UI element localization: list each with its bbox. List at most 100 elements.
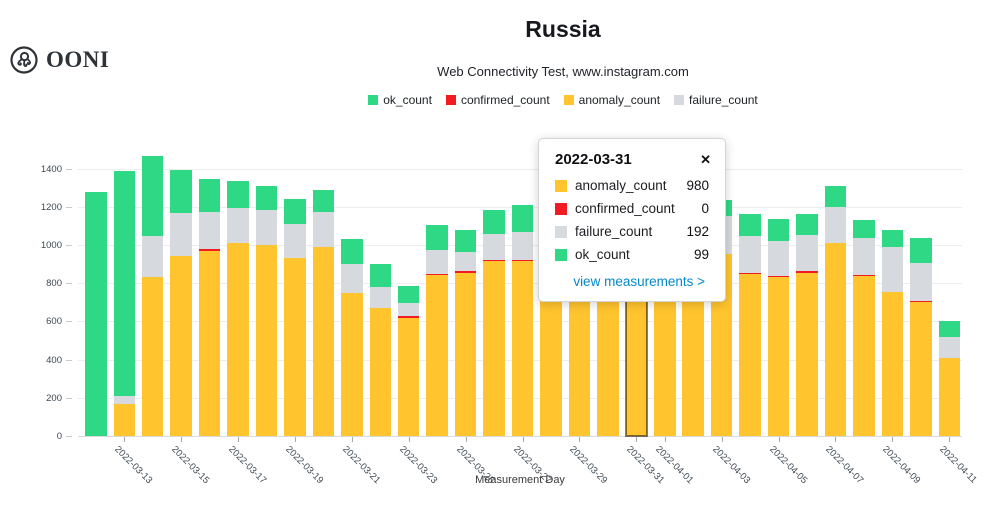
bar-segment-failure_count-2022-03-13: [113, 395, 135, 405]
y-axis-label-200: 200: [46, 392, 62, 404]
ooni-octopus-icon: [8, 44, 40, 76]
bar-segment-anomaly_count-2022-03-21: [341, 292, 363, 436]
ooni-logo[interactable]: OONI: [8, 44, 109, 76]
bar-segment-confirmed_count-2022-04-10: [910, 301, 932, 303]
bar-segment-ok_count-2022-03-15: [170, 169, 192, 213]
bar-segment-anomaly_count-2022-03-20: [312, 246, 335, 436]
bar-segment-anomaly_count-2022-03-18: [255, 244, 278, 436]
bar-2022-03-26[interactable]: [483, 209, 505, 436]
bar-segment-confirmed_count-2022-04-08: [853, 275, 875, 277]
y-axis-tick-600: [66, 321, 72, 323]
close-icon[interactable]: ✕: [700, 151, 711, 167]
y-axis-label-1000: 1000: [40, 240, 62, 251]
bar-segment-ok_count-2022-03-14: [141, 156, 164, 237]
bar-segment-ok_count-2022-04-09: [881, 229, 904, 247]
legend-swatch-icon: [563, 95, 574, 105]
bar-2022-03-24[interactable]: [426, 224, 448, 436]
bar-segment-confirmed_count-2022-03-26: [483, 259, 505, 262]
bar-2022-03-18[interactable]: [255, 185, 278, 436]
chart-legend: ok_count confirmed_count anomaly_count fail…: [126, 93, 1000, 107]
bar-segment-ok_count-2022-03-21: [341, 239, 363, 265]
y-axis-label-800: 800: [46, 278, 62, 290]
legend-label: failure_count: [689, 93, 758, 107]
bar-2022-03-23[interactable]: [397, 286, 420, 436]
bar-segment-ok_count-2022-03-16: [198, 179, 221, 212]
bar-segment-failure_count-2022-03-16: [198, 211, 221, 249]
legend-item-confirmed_count[interactable]: confirmed_count: [445, 93, 550, 107]
bar-2022-03-25[interactable]: [454, 229, 477, 436]
x-axis-tick-2022-03-21: [351, 437, 353, 442]
bar-2022-03-17[interactable]: [227, 181, 249, 436]
bar-segment-confirmed_count-2022-04-05: [767, 275, 790, 277]
bar-segment-anomaly_count-2022-03-17: [227, 242, 249, 436]
bar-segment-confirmed_count-2022-04-06: [796, 271, 818, 273]
tooltip-series-label: anomaly_count: [575, 178, 667, 193]
tooltip-series-label: failure_count: [575, 224, 653, 239]
y-axis-tick-400: [66, 359, 72, 361]
bar-segment-anomaly_count-2022-04-04: [739, 274, 761, 436]
x-axis-tick-2022-03-25: [465, 437, 467, 442]
bar-segment-failure_count-2022-03-18: [255, 209, 278, 245]
legend-label: ok_count: [383, 93, 432, 107]
tooltip-swatch-icon: [555, 179, 567, 192]
bar-segment-ok_count-2022-03-19: [284, 199, 306, 224]
bar-segment-ok_count-2022-03-20: [312, 189, 335, 212]
bar-2022-04-04[interactable]: [739, 213, 761, 437]
bar-2022-04-06[interactable]: [796, 214, 818, 436]
legend-item-ok_count[interactable]: ok_count: [368, 93, 432, 107]
tooltip-swatch-icon: [555, 225, 567, 238]
x-axis-tick-2022-04-11: [949, 437, 951, 442]
bar-2022-04-09[interactable]: [881, 229, 904, 436]
x-axis-tick-2022-04-09: [892, 437, 894, 442]
bar-segment-anomaly_count-2022-04-01: [654, 264, 676, 436]
bar-2022-03-27[interactable]: [511, 204, 534, 436]
bar-2022-03-15[interactable]: [170, 169, 192, 436]
bar-segment-anomaly_count-2022-03-19: [284, 258, 306, 436]
bar-segment-anomaly_count-2022-04-06: [796, 272, 818, 436]
tooltip-swatch-icon: [555, 202, 567, 215]
bar-2022-04-10[interactable]: [910, 238, 932, 436]
bar-2022-04-11[interactable]: [938, 321, 960, 436]
bar-segment-confirmed_count-2022-03-25: [454, 271, 477, 273]
tooltip-series-value: 980: [686, 178, 709, 193]
view-measurements-link[interactable]: view measurements >: [573, 274, 705, 289]
bar-segment-ok_count-2022-03-18: [255, 185, 278, 210]
bar-segment-anomaly_count-2022-04-09: [881, 291, 904, 436]
tooltip-row-anomaly_count: anomaly_count 980: [539, 174, 725, 197]
y-axis-label-0: 0: [56, 431, 62, 442]
bar-segment-failure_count-2022-03-19: [284, 223, 306, 259]
bar-2022-04-07[interactable]: [824, 185, 847, 436]
bar-2022-03-12[interactable]: [85, 191, 107, 436]
bar-2022-03-16[interactable]: [198, 179, 221, 436]
bar-segment-anomaly_count-2022-04-05: [767, 276, 790, 436]
page-title: Russia: [525, 16, 601, 42]
bar-segment-ok_count-2022-03-27: [511, 204, 534, 232]
bar-segment-ok_count-2022-03-12: [85, 191, 107, 436]
bar-2022-03-20[interactable]: [312, 189, 335, 436]
bar-2022-03-19[interactable]: [284, 199, 306, 436]
y-axis-tick-0: [66, 436, 72, 437]
y-axis-tick-1000: [66, 245, 72, 246]
legend-item-failure_count[interactable]: failure_count: [674, 93, 758, 107]
bar-2022-04-08[interactable]: [853, 220, 875, 436]
tooltip-series-value: 192: [686, 224, 709, 239]
bar-segment-failure_count-2022-04-09: [881, 246, 904, 292]
bar-segment-failure_count-2022-03-27: [511, 231, 534, 260]
bar-2022-03-22[interactable]: [369, 264, 391, 436]
bar-segment-anomaly_count-2022-04-11: [938, 357, 960, 436]
bar-segment-confirmed_count-2022-03-16: [198, 248, 221, 251]
bar-2022-03-14[interactable]: [141, 156, 164, 436]
chart-subtitle: Web Connectivity Test, www.instagram.com: [437, 64, 689, 79]
legend-item-anomaly_count[interactable]: anomaly_count: [563, 93, 660, 107]
x-axis-tick-2022-03-31: [636, 437, 638, 442]
x-axis-tick-2022-03-23: [408, 437, 410, 442]
bar-2022-03-13[interactable]: [113, 170, 135, 437]
bar-segment-anomaly_count-2022-04-07: [824, 243, 847, 436]
x-axis-tick-2022-04-05: [778, 437, 780, 442]
bar-segment-anomaly_count-2022-03-13: [113, 404, 135, 436]
x-axis-tick-2022-03-29: [579, 437, 581, 442]
y-axis-label-400: 400: [46, 354, 62, 366]
bar-2022-04-05[interactable]: [767, 219, 790, 436]
bar-2022-03-21[interactable]: [341, 239, 363, 436]
